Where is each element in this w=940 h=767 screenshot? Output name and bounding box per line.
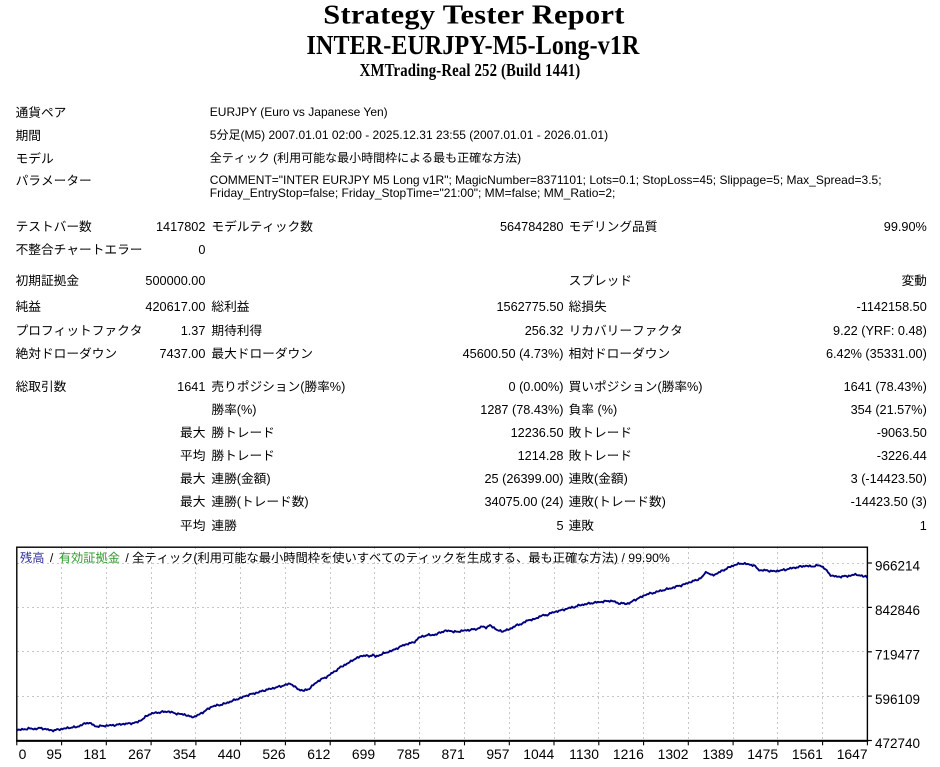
svg-text:0: 0 bbox=[19, 744, 27, 764]
svg-text:699: 699 bbox=[352, 744, 375, 764]
svg-text:1302: 1302 bbox=[658, 744, 689, 764]
svg-text:1561: 1561 bbox=[792, 744, 823, 764]
svg-text:842846: 842846 bbox=[875, 599, 920, 619]
svg-text:966214: 966214 bbox=[875, 555, 921, 575]
svg-text:267: 267 bbox=[128, 744, 151, 764]
svg-text:871: 871 bbox=[442, 744, 465, 764]
svg-text:1475: 1475 bbox=[747, 744, 778, 764]
svg-text:785: 785 bbox=[397, 744, 420, 764]
svg-text:1647: 1647 bbox=[837, 744, 868, 764]
svg-text:残高 / 有効証拠金 / 全ティック(利用可能な最小時間枠を: 残高 / 有効証拠金 / 全ティック(利用可能な最小時間枠を使いすべてのティック… bbox=[20, 548, 670, 566]
svg-text:354: 354 bbox=[173, 744, 196, 764]
svg-text:95: 95 bbox=[46, 744, 62, 764]
svg-text:596109: 596109 bbox=[875, 688, 920, 708]
svg-text:526: 526 bbox=[262, 744, 285, 764]
svg-text:612: 612 bbox=[307, 744, 330, 764]
svg-text:1216: 1216 bbox=[613, 744, 644, 764]
svg-text:1130: 1130 bbox=[569, 744, 599, 764]
svg-text:1044: 1044 bbox=[523, 744, 554, 764]
svg-text:719477: 719477 bbox=[875, 644, 920, 664]
svg-text:957: 957 bbox=[486, 744, 509, 764]
svg-text:1389: 1389 bbox=[702, 744, 733, 764]
svg-text:472740: 472740 bbox=[875, 732, 920, 752]
svg-text:181: 181 bbox=[83, 744, 106, 764]
svg-text:440: 440 bbox=[218, 744, 241, 764]
